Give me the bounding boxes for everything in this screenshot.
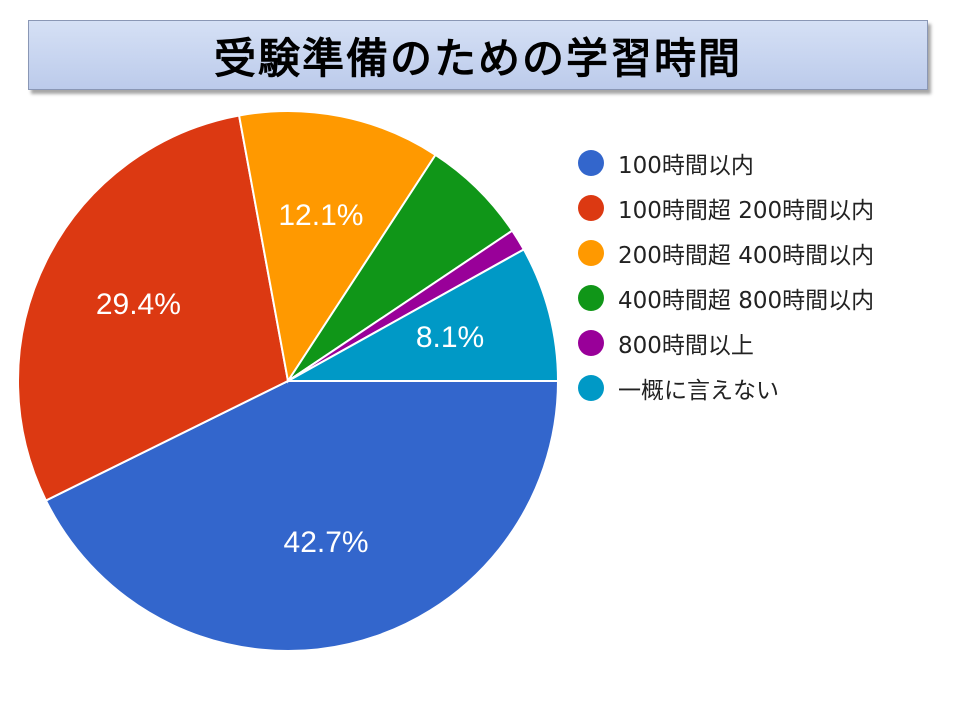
legend-item: 400時間超 800時間以内	[578, 275, 874, 320]
legend-label: 800時間以上	[618, 332, 754, 359]
legend-label: 200時間超 400時間以内	[618, 242, 875, 269]
legend-label: 一概に言えない	[618, 377, 779, 404]
legend-item: 200時間超 400時間以内	[578, 230, 874, 275]
pie-slice	[17, 114, 290, 502]
legend-item: 一概に言えない	[578, 365, 874, 410]
slice-value-label: 12.1%	[278, 199, 363, 232]
slice-value-label: 42.7%	[284, 526, 369, 559]
legend-swatch	[578, 149, 604, 176]
legend-label: 100時間超 200時間以内	[618, 197, 875, 224]
pie-slice	[237, 110, 437, 384]
legend-swatch	[578, 239, 604, 266]
legend-item: 100時間超 200時間以内	[578, 185, 874, 230]
chart-title: 受験準備のための学習時間	[213, 33, 742, 83]
legend-item: 800時間以上	[578, 320, 874, 365]
slice-value-label: 29.4%	[96, 288, 181, 321]
legend-swatch	[578, 374, 604, 401]
legend-label: 100時間以内	[618, 152, 754, 179]
pie-slice	[44, 380, 560, 652]
legend-swatch	[578, 194, 604, 221]
title-banner: 受験準備のための学習時間	[28, 20, 928, 90]
legend: 100時間以内 100時間超 200時間以内 200時間超 400時間以内 400時間…	[578, 140, 874, 410]
pie-slice	[284, 248, 560, 382]
legend-label: 400時間超 800時間以内	[618, 287, 875, 314]
legend-item: 100時間以内	[578, 140, 874, 185]
slice-value-label: 8.1%	[416, 321, 484, 354]
legend-swatch	[578, 329, 604, 356]
legend-swatch	[578, 284, 604, 311]
